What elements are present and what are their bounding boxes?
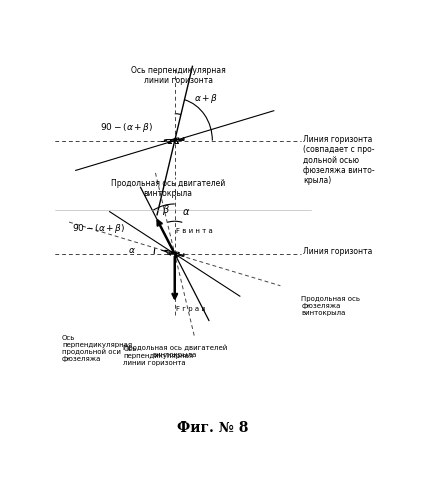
- Text: Линия горизонта
(совпадает с про-
дольной осью
фюзеляжа винто-
крыла): Линия горизонта (совпадает с про- дольно…: [303, 135, 374, 186]
- Text: $\alpha+\beta$: $\alpha+\beta$: [194, 92, 218, 105]
- Text: Продольная ось двигателей
винтокрыла: Продольная ось двигателей винтокрыла: [111, 179, 225, 199]
- Text: Фиг. № 8: Фиг. № 8: [177, 421, 248, 435]
- Text: Линия горизонта: Линия горизонта: [303, 248, 372, 256]
- Text: Ось
перпендикулярная
линии горизонта: Ось перпендикулярная линии горизонта: [123, 346, 194, 366]
- Text: $90-(\alpha+\beta)$: $90-(\alpha+\beta)$: [72, 223, 126, 236]
- Text: Ось
перпендикулярная
продольной оси
фюзеляжа: Ось перпендикулярная продольной оси фюзе…: [62, 335, 132, 362]
- Text: Ось перпендикулярная
линии горизонта: Ось перпендикулярная линии горизонта: [131, 66, 225, 85]
- Text: Продольная ось двигателей
винтокрыла: Продольная ось двигателей винтокрыла: [123, 344, 227, 358]
- Text: $\alpha$: $\alpha$: [127, 247, 135, 255]
- Text: $90-(\alpha+\beta)$: $90-(\alpha+\beta)$: [100, 121, 153, 134]
- Text: F г р а в: F г р а в: [176, 306, 206, 312]
- Text: $\alpha$: $\alpha$: [182, 208, 190, 218]
- Text: Продольная ось
фюзеляжа
винтокрыла: Продольная ось фюзеляжа винтокрыла: [301, 296, 360, 316]
- Text: F в и н т а: F в и н т а: [176, 228, 213, 234]
- Text: $\beta$: $\beta$: [162, 204, 170, 218]
